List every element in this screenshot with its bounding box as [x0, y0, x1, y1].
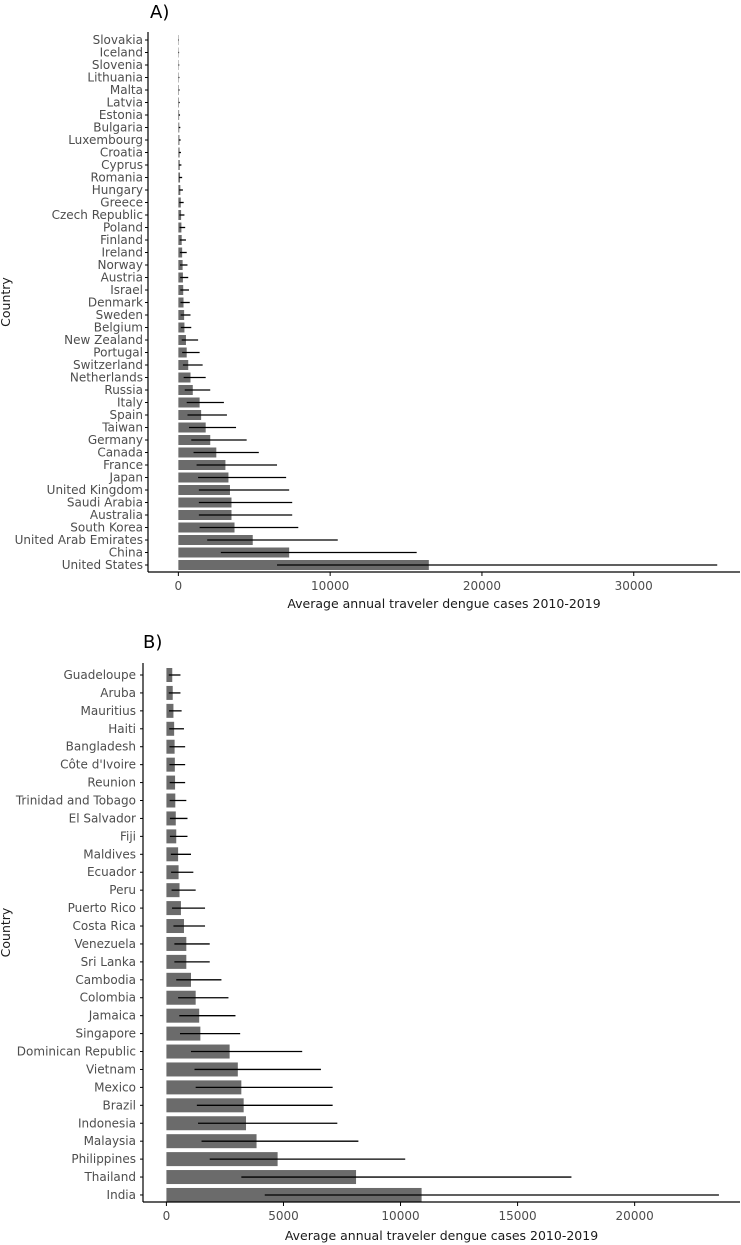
category-label-united-arab-emirates: United Arab Emirates: [15, 533, 143, 547]
category-label-spain: Spain: [109, 408, 143, 422]
category-label-saudi-arabia: Saudi Arabia: [67, 496, 143, 510]
category-label-norway: Norway: [97, 258, 143, 272]
category-label-vietnam: Vietnam: [86, 1062, 136, 1076]
category-label-netherlands: Netherlands: [70, 371, 143, 385]
category-label-trinidad-and-tobago: Trinidad and Tobago: [15, 794, 136, 808]
category-label-estonia: Estonia: [99, 108, 143, 122]
category-label-hungary: Hungary: [92, 183, 143, 197]
category-label-belgium: Belgium: [94, 321, 143, 335]
category-label-aruba: Aruba: [100, 686, 136, 700]
y-axis-title: Country: [0, 907, 13, 957]
category-label-puerto-rico: Puerto Rico: [68, 901, 136, 915]
category-label-cote-d-ivoire: Côte d'Ivoire: [60, 758, 136, 772]
category-label-south-korea: South Korea: [70, 521, 143, 535]
x-tick-label-0: 0: [175, 579, 183, 593]
x-axis-title: Average annual traveler dengue cases 201…: [285, 1228, 598, 1243]
category-label-cyprus: Cyprus: [101, 158, 143, 172]
category-label-bangladesh: Bangladesh: [66, 740, 136, 754]
category-label-mexico: Mexico: [94, 1080, 136, 1094]
category-label-colombia: Colombia: [80, 991, 136, 1005]
panel-label: B): [143, 632, 162, 653]
x-tick-label-10000: 10000: [381, 1209, 419, 1223]
category-label-sri-lanka: Sri Lanka: [81, 955, 136, 969]
category-label-austria: Austria: [101, 271, 143, 285]
category-label-thailand: Thailand: [83, 1170, 136, 1184]
category-label-brazil: Brazil: [103, 1098, 137, 1112]
x-axis-title: Average annual traveler dengue cases 201…: [287, 596, 600, 611]
category-label-slovakia: Slovakia: [93, 33, 143, 47]
category-label-sweden: Sweden: [96, 308, 143, 322]
category-label-ecuador: Ecuador: [87, 865, 136, 879]
category-label-israel: Israel: [110, 283, 143, 297]
category-label-portugal: Portugal: [93, 346, 143, 360]
category-label-malta: Malta: [110, 83, 143, 97]
category-label-germany: Germany: [88, 433, 143, 447]
x-tick-label-10000: 10000: [311, 579, 349, 593]
category-label-iceland: Iceland: [100, 46, 143, 60]
category-label-romania: Romania: [91, 171, 143, 185]
category-label-jamaica: Jamaica: [88, 1009, 136, 1023]
category-label-malaysia: Malaysia: [84, 1134, 136, 1148]
x-tick-label-0: 0: [163, 1209, 171, 1223]
category-label-lithuania: Lithuania: [87, 71, 143, 85]
category-label-dominican-republic: Dominican Republic: [17, 1045, 136, 1059]
category-label-bulgaria: Bulgaria: [93, 121, 143, 135]
category-label-taiwan: Taiwan: [101, 421, 143, 435]
x-tick-label-30000: 30000: [615, 579, 653, 593]
category-label-china: China: [109, 546, 143, 560]
category-label-cambodia: Cambodia: [75, 973, 136, 987]
category-label-haiti: Haiti: [108, 722, 136, 736]
category-label-slovenia: Slovenia: [92, 58, 143, 72]
category-label-czech-republic: Czech Republic: [52, 208, 143, 222]
panel-label: A): [150, 2, 169, 23]
category-label-fiji: Fiji: [120, 829, 136, 843]
category-label-philippines: Philippines: [71, 1152, 136, 1166]
category-label-venezuela: Venezuela: [74, 937, 136, 951]
category-label-latvia: Latvia: [106, 96, 143, 110]
category-label-france: France: [103, 458, 143, 472]
category-label-new-zealand: New Zealand: [64, 333, 143, 347]
category-label-denmark: Denmark: [88, 296, 143, 310]
category-label-ireland: Ireland: [101, 246, 143, 260]
category-label-reunion: Reunion: [87, 776, 136, 790]
category-label-luxembourg: Luxembourg: [68, 133, 143, 147]
category-label-costa-rica: Costa Rica: [73, 919, 136, 933]
category-label-maldives: Maldives: [83, 847, 136, 861]
category-label-greece: Greece: [100, 196, 143, 210]
category-label-peru: Peru: [109, 883, 136, 897]
category-label-italy: Italy: [117, 396, 143, 410]
category-label-united-kingdom: United Kingdom: [47, 483, 143, 497]
category-label-indonesia: Indonesia: [78, 1116, 136, 1130]
category-label-poland: Poland: [103, 221, 143, 235]
y-axis-title: Country: [0, 277, 13, 327]
category-label-finland: Finland: [100, 233, 143, 247]
category-label-japan: Japan: [109, 471, 143, 485]
category-label-croatia: Croatia: [100, 146, 143, 160]
x-tick-label-20000: 20000: [616, 1209, 654, 1223]
category-label-united-states: United States: [62, 558, 143, 572]
x-tick-label-15000: 15000: [498, 1209, 536, 1223]
category-label-guadeloupe: Guadeloupe: [63, 668, 136, 682]
category-label-australia: Australia: [90, 508, 143, 522]
panel-b: B) Guadeloupe Aruba Mauritius Haiti Banglades…: [0, 632, 740, 1243]
category-label-singapore: Singapore: [75, 1027, 136, 1041]
category-label-mauritius: Mauritius: [81, 704, 136, 718]
category-label-canada: Canada: [97, 446, 143, 460]
category-label-russia: Russia: [104, 383, 143, 397]
category-label-switzerland: Switzerland: [73, 358, 143, 372]
category-label-el-salvador: El Salvador: [69, 811, 136, 825]
x-tick-label-20000: 20000: [463, 579, 501, 593]
panel-a: A)SlovakiaIcelandSloveniaLithuaniaMaltaL…: [0, 2, 740, 611]
x-tick-label-5000: 5000: [268, 1209, 299, 1223]
category-label-india: India: [107, 1188, 136, 1202]
